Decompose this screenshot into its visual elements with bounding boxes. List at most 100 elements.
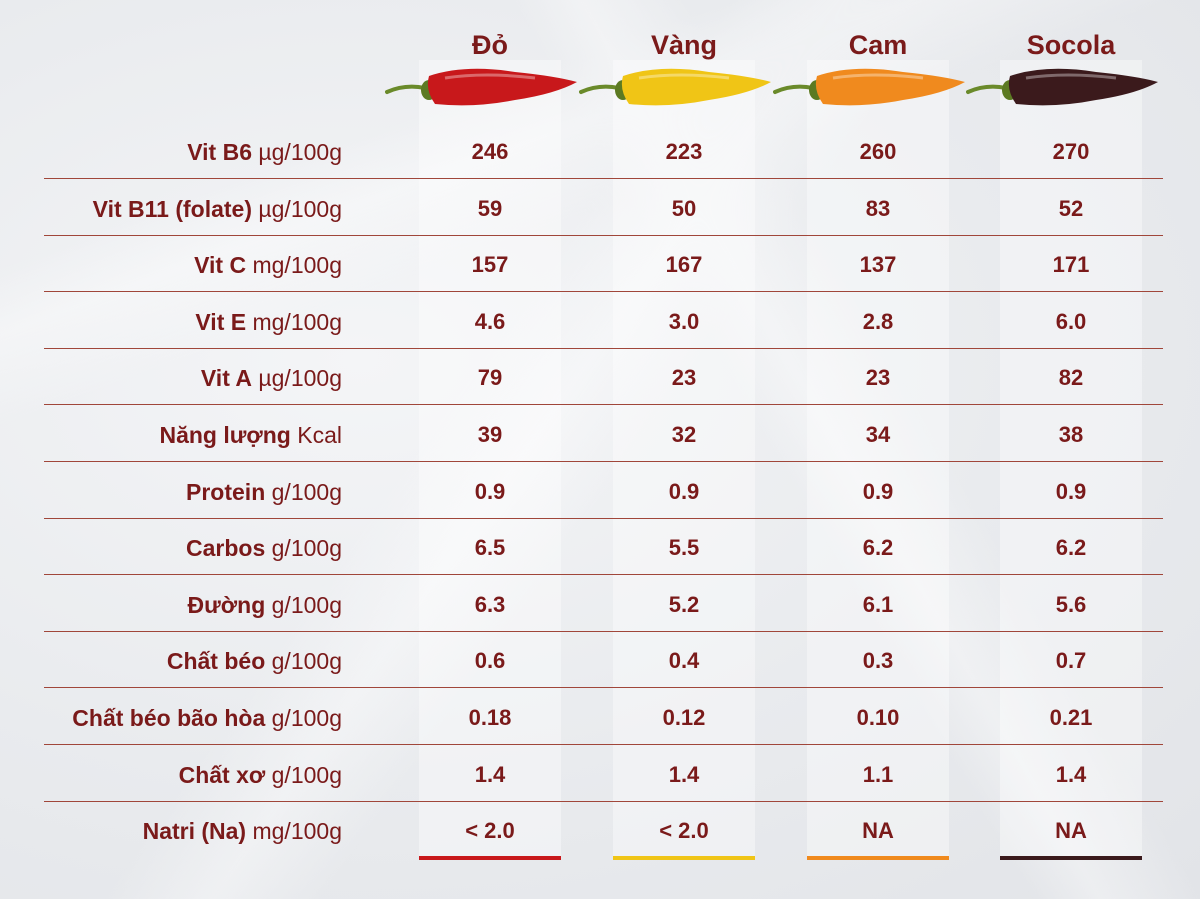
row-label: Carbos g/100g bbox=[12, 535, 342, 562]
row-label: Protein g/100g bbox=[12, 479, 342, 506]
row-divider bbox=[44, 517, 1163, 519]
table-cell: < 2.0 bbox=[659, 818, 709, 844]
table-cell: 3.0 bbox=[668, 308, 700, 334]
row-divider bbox=[44, 461, 1163, 462]
column-header: Cam bbox=[848, 30, 908, 60]
table-cell: 6.0 bbox=[1055, 308, 1087, 334]
nutrient-unit: g/100g bbox=[271, 535, 342, 562]
table-cell: 0.7 bbox=[1055, 648, 1087, 674]
table-cell: NA bbox=[862, 818, 894, 844]
row-divider bbox=[44, 574, 1163, 576]
nutrient-name: Vit E bbox=[195, 308, 247, 335]
table-cell: 5.5 bbox=[668, 535, 700, 561]
table-cell: 5.2 bbox=[668, 591, 700, 617]
nutrient-name: Chất béo bão hòa bbox=[72, 705, 266, 731]
table-cell: 0.9 bbox=[474, 478, 506, 504]
nutrient-unit: mg/100g bbox=[252, 308, 342, 335]
column-band bbox=[807, 60, 949, 860]
table-cell: 0.10 bbox=[856, 705, 900, 730]
row-divider bbox=[44, 630, 1163, 632]
table-cell: 0.21 bbox=[1049, 705, 1093, 730]
nutrient-unit: g/100g bbox=[271, 591, 342, 618]
table-cell: 2.8 bbox=[862, 308, 894, 334]
table-cell: 157 bbox=[471, 252, 509, 278]
nutrient-unit: µg/100g bbox=[258, 139, 342, 165]
table-cell: 0.6 bbox=[474, 648, 506, 674]
row-label: Vit B11 (folate) µg/100g bbox=[12, 196, 342, 223]
nutrient-unit: g/100g bbox=[271, 761, 342, 788]
nutrient-name: Đường bbox=[187, 591, 266, 618]
table-cell: 23 bbox=[865, 365, 891, 391]
column-underline bbox=[807, 856, 949, 860]
table-cell: 223 bbox=[665, 139, 703, 164]
chocolate-chili-pepper-icon bbox=[966, 62, 1166, 117]
table-cell: 32 bbox=[671, 422, 697, 447]
table-cell: 79 bbox=[477, 365, 503, 391]
table-cell: 6.1 bbox=[862, 591, 894, 617]
nutrient-name: Chất xơ bbox=[178, 761, 266, 788]
table-cell: 4.6 bbox=[474, 308, 506, 334]
column-underline bbox=[613, 856, 755, 860]
column-band bbox=[419, 60, 561, 860]
table-cell: 246 bbox=[471, 139, 509, 164]
nutrient-unit: g/100g bbox=[271, 705, 342, 731]
table-cell: 6.3 bbox=[474, 591, 506, 617]
table-cell: 23 bbox=[671, 365, 697, 391]
row-divider bbox=[44, 234, 1163, 236]
row-label: Chất béo g/100g bbox=[12, 648, 342, 675]
row-label: Vit B6 µg/100g bbox=[12, 139, 342, 166]
nutrient-unit: g/100g bbox=[271, 478, 342, 505]
table-cell: 137 bbox=[859, 252, 897, 278]
table-cell: 1.4 bbox=[474, 761, 506, 787]
table-cell: 6.2 bbox=[862, 535, 894, 561]
row-divider bbox=[44, 744, 1163, 745]
table-cell: 260 bbox=[859, 139, 897, 164]
table-cell: 0.9 bbox=[862, 478, 894, 504]
table-cell: 171 bbox=[1052, 252, 1090, 278]
column-header: Vàng bbox=[650, 30, 717, 60]
column-header: Socola bbox=[1026, 30, 1116, 60]
row-divider bbox=[44, 178, 1163, 179]
nutrient-unit: µg/100g bbox=[258, 365, 342, 392]
row-label: Vit C mg/100g bbox=[12, 252, 342, 279]
table-cell: 6.5 bbox=[474, 535, 506, 561]
table-cell: 59 bbox=[477, 195, 503, 221]
nutrient-unit: µg/100g bbox=[258, 195, 342, 222]
table-cell: 270 bbox=[1052, 139, 1090, 164]
table-cell: NA bbox=[1055, 818, 1087, 844]
table-cell: 83 bbox=[865, 195, 891, 221]
row-divider bbox=[44, 800, 1163, 802]
table-cell: 0.18 bbox=[468, 705, 512, 730]
row-divider bbox=[44, 347, 1163, 349]
nutrient-name: Chất béo bbox=[166, 648, 266, 675]
nutrient-name: Natri (Na) bbox=[142, 818, 247, 845]
column-band bbox=[613, 60, 755, 860]
row-label: Chất béo bão hòa g/100g bbox=[12, 705, 342, 732]
table-cell: 6.2 bbox=[1055, 535, 1087, 561]
nutrient-name: Carbos bbox=[186, 535, 266, 562]
orange-chili-pepper-icon bbox=[773, 62, 973, 117]
table-cell: 167 bbox=[665, 252, 703, 278]
column-underline bbox=[419, 856, 561, 860]
nutrient-name: Vit B6 bbox=[187, 139, 252, 165]
row-label: Vit A µg/100g bbox=[12, 365, 342, 392]
row-label: Năng lượng Kcal bbox=[12, 422, 342, 449]
row-label: Vit E mg/100g bbox=[12, 309, 342, 336]
table-cell: 0.9 bbox=[1055, 478, 1087, 504]
table-cell: 52 bbox=[1058, 195, 1084, 221]
table-cell: 50 bbox=[671, 195, 697, 221]
red-chili-pepper-icon bbox=[385, 62, 585, 117]
row-divider bbox=[44, 404, 1163, 406]
table-cell: 34 bbox=[865, 422, 891, 447]
table-cell: 5.6 bbox=[1055, 591, 1087, 617]
nutrient-name: Vit B11 (folate) bbox=[92, 195, 252, 222]
table-cell: 1.4 bbox=[1055, 761, 1087, 787]
table-cell: 1.1 bbox=[862, 761, 894, 787]
row-divider bbox=[44, 687, 1163, 689]
nutrient-unit: mg/100g bbox=[252, 252, 342, 279]
column-band bbox=[1000, 60, 1142, 860]
table-cell: 0.4 bbox=[668, 648, 700, 674]
table-cell: 0.12 bbox=[662, 705, 706, 730]
nutrient-unit: g/100g bbox=[271, 648, 342, 675]
